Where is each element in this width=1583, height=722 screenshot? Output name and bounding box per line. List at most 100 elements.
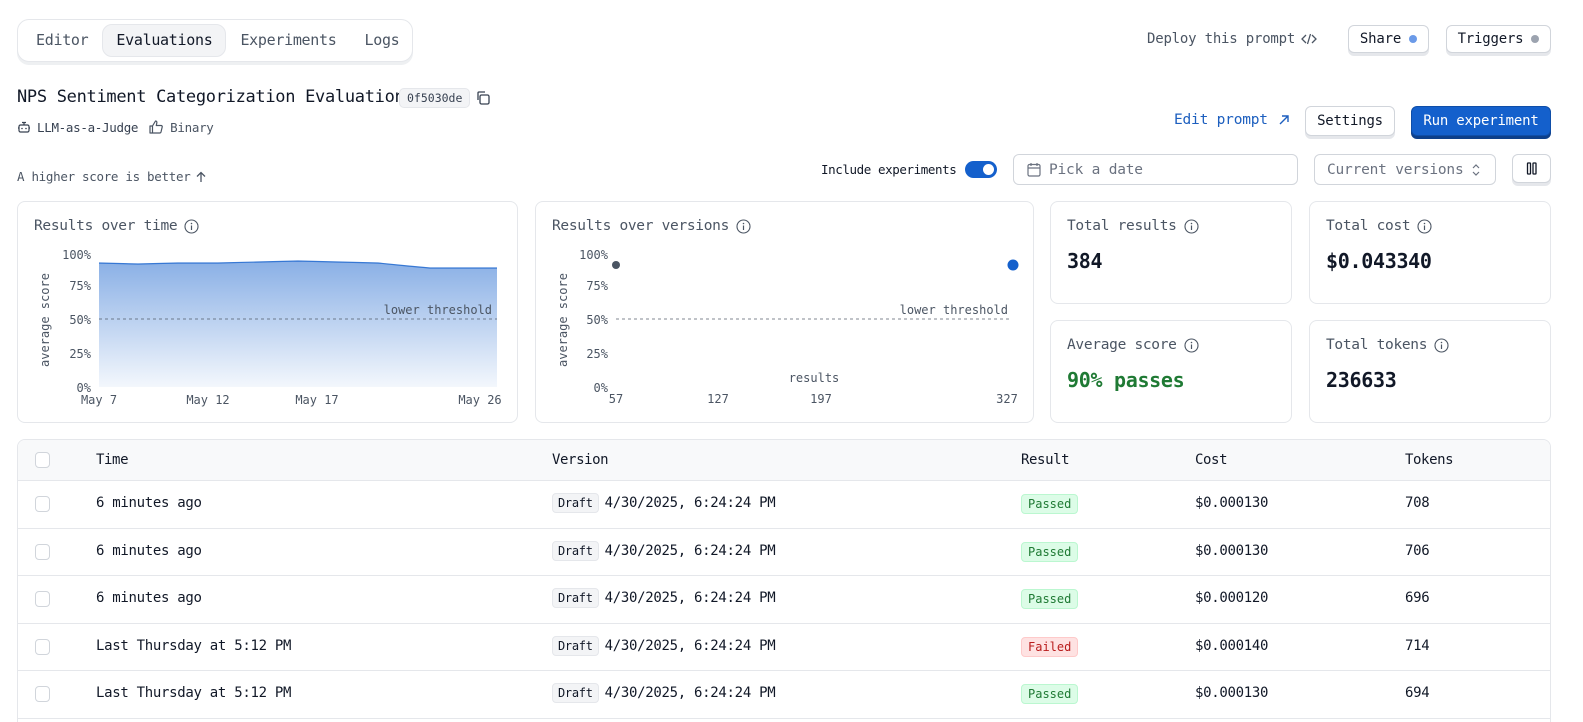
chart-title: Results over time [34,218,178,234]
score-direction-hint: A higher score is better [17,169,207,184]
page-title: NPS Sentiment Categorization Evaluation [17,87,405,107]
deploy-prompt-link[interactable]: Deploy this prompt [1147,31,1318,47]
results-over-versions-chart: 100% 75% 50% 25% 0% average score lower … [556,248,1019,406]
results-over-time-title: Results over time [34,218,199,234]
tab-editor[interactable]: Editor [36,31,89,49]
tab-experiments[interactable]: Experiments [240,31,337,49]
svg-text:results: results [789,371,840,385]
result-badge: Passed [1021,589,1079,609]
copy-icon[interactable] [475,90,491,106]
include-experiments-label: Include experiments [821,162,957,177]
row-checkbox[interactable] [35,638,50,655]
hint-text: A higher score is better [17,169,191,184]
total-cost-label-wrap: Total cost [1326,218,1432,234]
info-icon[interactable] [1184,337,1199,353]
share-label: Share [1359,31,1402,47]
version-point[interactable] [1007,259,1019,271]
result-badge: Passed [1021,684,1079,704]
info-icon[interactable] [1434,337,1449,353]
row-tokens: 706 [1405,542,1430,559]
columns-icon [1526,162,1537,175]
row-checkbox[interactable] [35,496,50,512]
svg-text:75%: 75% [69,279,91,293]
column-tokens[interactable]: Tokens [1405,452,1454,468]
triggers-button[interactable]: Triggers [1446,25,1551,53]
include-experiments-control: Include experiments [821,161,998,178]
thumbs-up-icon [149,120,164,134]
row-time: 6 minutes ago [96,495,202,511]
svg-text:May 26: May 26 [458,393,501,407]
row-checkbox[interactable] [35,686,50,702]
versions-select[interactable]: Current versions [1314,154,1496,185]
row-tokens: 694 [1405,685,1430,701]
table-row[interactable]: 6 minutes ago Draft 4/30/2025, 6:24:24 PM… [18,576,1550,624]
info-icon[interactable] [736,218,751,234]
select-all-checkbox[interactable] [35,452,50,468]
draft-badge: Draft [552,683,599,703]
average-score-label: Average score [1067,337,1177,353]
table-row[interactable]: 6 minutes ago Draft 4/30/2025, 6:24:24 PM… [18,529,1550,576]
evaluation-hash-badge: 0f5030de [399,88,471,108]
run-experiment-button[interactable]: Run experiment [1411,106,1551,136]
row-time: Last Thursday at 5:12 PM [96,685,292,701]
row-version: Draft 4/30/2025, 6:24:24 PM [552,683,776,703]
svg-text:average score: average score [38,273,52,367]
total-results-label-wrap: Total results [1067,218,1199,234]
include-experiments-toggle[interactable] [965,161,998,178]
date-picker[interactable]: Pick a date [1013,154,1298,185]
scoring-type: Binary [170,119,214,135]
total-results-card: Total results 384 [1050,201,1292,304]
info-icon[interactable] [1417,218,1432,234]
edit-prompt-label: Edit prompt [1174,112,1268,128]
row-cost: $0.000130 [1195,685,1269,701]
table-row[interactable]: Last Thursday at 5:12 PM Draft 4/30/2025,… [18,624,1550,671]
tab-logs[interactable]: Logs [364,31,400,49]
column-cost[interactable]: Cost [1195,452,1228,468]
row-checkbox[interactable] [35,543,50,560]
row-checkbox[interactable] [35,591,50,607]
svg-text:57: 57 [609,392,623,406]
version-date: 4/30/2025, 6:24:24 PM [604,685,776,701]
run-experiment-label: Run experiment [1423,113,1539,129]
results-table: Time Version Result Cost Tokens 6 minute… [17,439,1551,722]
robot-icon [18,121,30,133]
chart-title: Results over versions [552,218,730,234]
row-time: 6 minutes ago [96,590,202,606]
column-version[interactable]: Version [552,452,609,468]
svg-text:100%: 100% [62,248,92,262]
column-result[interactable]: Result [1021,452,1070,468]
result-badge: Passed [1021,494,1079,514]
svg-text:lower threshold: lower threshold [384,303,492,317]
row-version: Draft 4/30/2025, 6:24:24 PM [552,588,776,608]
svg-text:25%: 25% [586,347,608,361]
svg-text:50%: 50% [586,313,608,327]
tab-evaluations[interactable]: Evaluations [102,24,227,57]
total-tokens-label: Total tokens [1326,337,1428,353]
table-row[interactable]: 6 minutes ago Draft 4/30/2025, 6:24:24 PM… [18,481,1550,529]
svg-text:50%: 50% [69,313,91,327]
column-time[interactable]: Time [96,452,129,468]
average-score-card: Average score 90% passes [1050,320,1292,423]
row-tokens: 696 [1405,590,1430,606]
share-button[interactable]: Share [1348,25,1429,53]
results-over-time-card: Results over time 100% 75% 50% 25% 0% av… [17,201,518,423]
deploy-label: Deploy this prompt [1147,31,1296,47]
view-tabs: Editor Evaluations Experiments Logs [17,19,413,62]
version-point[interactable] [612,261,620,269]
settings-button[interactable]: Settings [1305,106,1395,136]
svg-text:100%: 100% [579,248,609,262]
svg-text:0%: 0% [77,381,92,395]
info-icon[interactable] [1184,218,1199,234]
table-row[interactable]: Last Thursday at 5:12 PM Draft 4/30/2025,… [18,671,1550,719]
draft-badge: Draft [552,493,599,513]
share-status-dot [1409,35,1418,43]
edit-prompt-link[interactable]: Edit prompt [1174,112,1290,128]
row-cost: $0.000140 [1195,637,1269,654]
columns-toggle-button[interactable] [1512,154,1551,183]
draft-badge: Draft [552,540,599,561]
results-over-time-chart: 100% 75% 50% 25% 0% average score lower … [38,248,502,407]
total-results-label: Total results [1067,218,1177,234]
date-placeholder: Pick a date [1049,161,1143,178]
info-icon[interactable] [184,218,199,234]
total-results-value: 384 [1067,249,1103,273]
